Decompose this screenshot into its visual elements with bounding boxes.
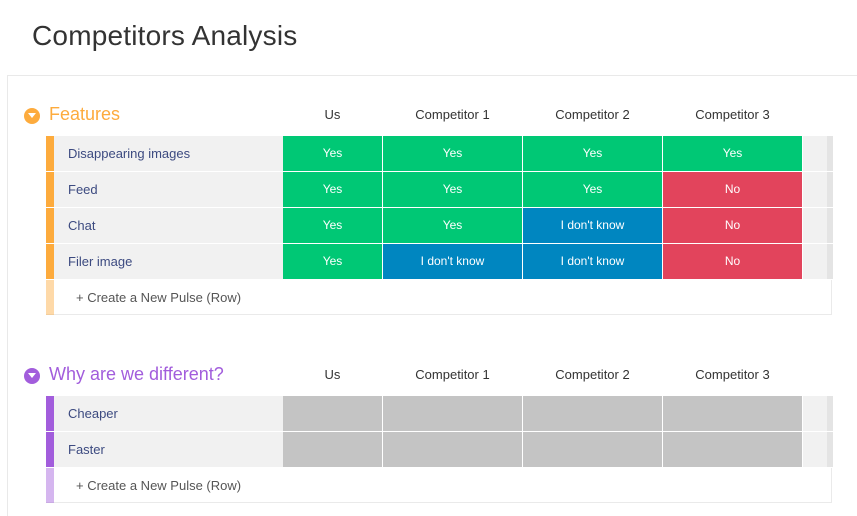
chevron-down-icon[interactable] [24,368,40,384]
create-pulse-button[interactable]: + Create a New Pulse (Row) [76,290,242,305]
row-tail [803,244,833,279]
row-color-bar [46,208,54,243]
group-features: Features Us Competitor 1 Competitor 2 Co… [8,96,857,315]
table-row[interactable]: Chat Yes Yes I don't know No [46,208,836,243]
column-header-competitor-3[interactable]: Competitor 3 [695,107,770,122]
column-header-competitor-2[interactable]: Competitor 2 [555,107,630,122]
group-header: Features Us Competitor 1 Competitor 2 Co… [8,96,857,136]
page-title: Competitors Analysis [32,20,298,51]
status-cell[interactable] [283,432,382,467]
table-row[interactable]: Faster [46,432,836,467]
create-pulse-row[interactable]: + Create a New Pulse (Row) [46,468,832,503]
status-cell[interactable]: Yes [283,208,382,243]
status-cell[interactable] [383,396,522,431]
row-name[interactable]: Faster [54,432,283,467]
row-tail [803,172,833,207]
column-header-competitor-3[interactable]: Competitor 3 [695,367,770,382]
status-cell[interactable]: Yes [283,136,382,171]
group-title[interactable]: Features [49,104,121,124]
group-header: Why are we different? Us Competitor 1 Co… [8,356,857,396]
row-color-bar [46,136,54,171]
row-color-bar [46,244,54,279]
column-header-competitor-1[interactable]: Competitor 1 [415,367,490,382]
status-cell[interactable]: Yes [523,136,662,171]
status-cell[interactable] [523,432,662,467]
status-cell[interactable]: Yes [663,136,802,171]
group-why-different: Why are we different? Us Competitor 1 Co… [8,356,857,503]
row-tail [803,136,833,171]
status-cell[interactable]: I don't know [523,208,662,243]
row-name[interactable]: Cheaper [54,396,283,431]
status-cell[interactable]: No [663,172,802,207]
row-color-bar [46,396,54,431]
status-cell[interactable]: No [663,208,802,243]
row-color-bar [46,468,54,503]
status-cell[interactable]: I don't know [523,244,662,279]
chevron-down-icon[interactable] [24,108,40,124]
status-cell[interactable]: Yes [383,136,522,171]
row-color-bar [46,172,54,207]
row-tail [803,432,833,467]
create-pulse-row[interactable]: + Create a New Pulse (Row) [46,280,832,315]
row-color-bar [46,280,54,315]
group-title[interactable]: Why are we different? [49,364,224,384]
row-tail [803,396,833,431]
table-row[interactable]: Disappearing images Yes Yes Yes Yes [46,136,836,171]
status-cell[interactable]: Yes [283,172,382,207]
table-row[interactable]: Feed Yes Yes Yes No [46,172,836,207]
status-cell[interactable] [523,396,662,431]
row-tail [803,208,833,243]
status-cell[interactable] [663,432,802,467]
row-name[interactable]: Feed [54,172,283,207]
column-header-us[interactable]: Us [324,107,341,122]
status-cell[interactable]: Yes [523,172,662,207]
table-row[interactable]: Cheaper [46,396,836,431]
table-row[interactable]: Filer image Yes I don't know I don't kno… [46,244,836,279]
row-name[interactable]: Disappearing images [54,136,283,171]
status-cell[interactable]: Yes [283,244,382,279]
column-header-competitor-1[interactable]: Competitor 1 [415,107,490,122]
status-cell[interactable] [663,396,802,431]
board: Features Us Competitor 1 Competitor 2 Co… [7,75,857,516]
status-cell[interactable]: I don't know [383,244,522,279]
status-cell[interactable] [383,432,522,467]
row-name[interactable]: Chat [54,208,283,243]
column-header-competitor-2[interactable]: Competitor 2 [555,367,630,382]
status-cell[interactable]: No [663,244,802,279]
status-cell[interactable]: Yes [383,208,522,243]
row-color-bar [46,432,54,467]
status-cell[interactable] [283,396,382,431]
column-header-us[interactable]: Us [324,367,341,382]
row-name[interactable]: Filer image [54,244,283,279]
create-pulse-button[interactable]: + Create a New Pulse (Row) [76,478,242,493]
status-cell[interactable]: Yes [383,172,522,207]
